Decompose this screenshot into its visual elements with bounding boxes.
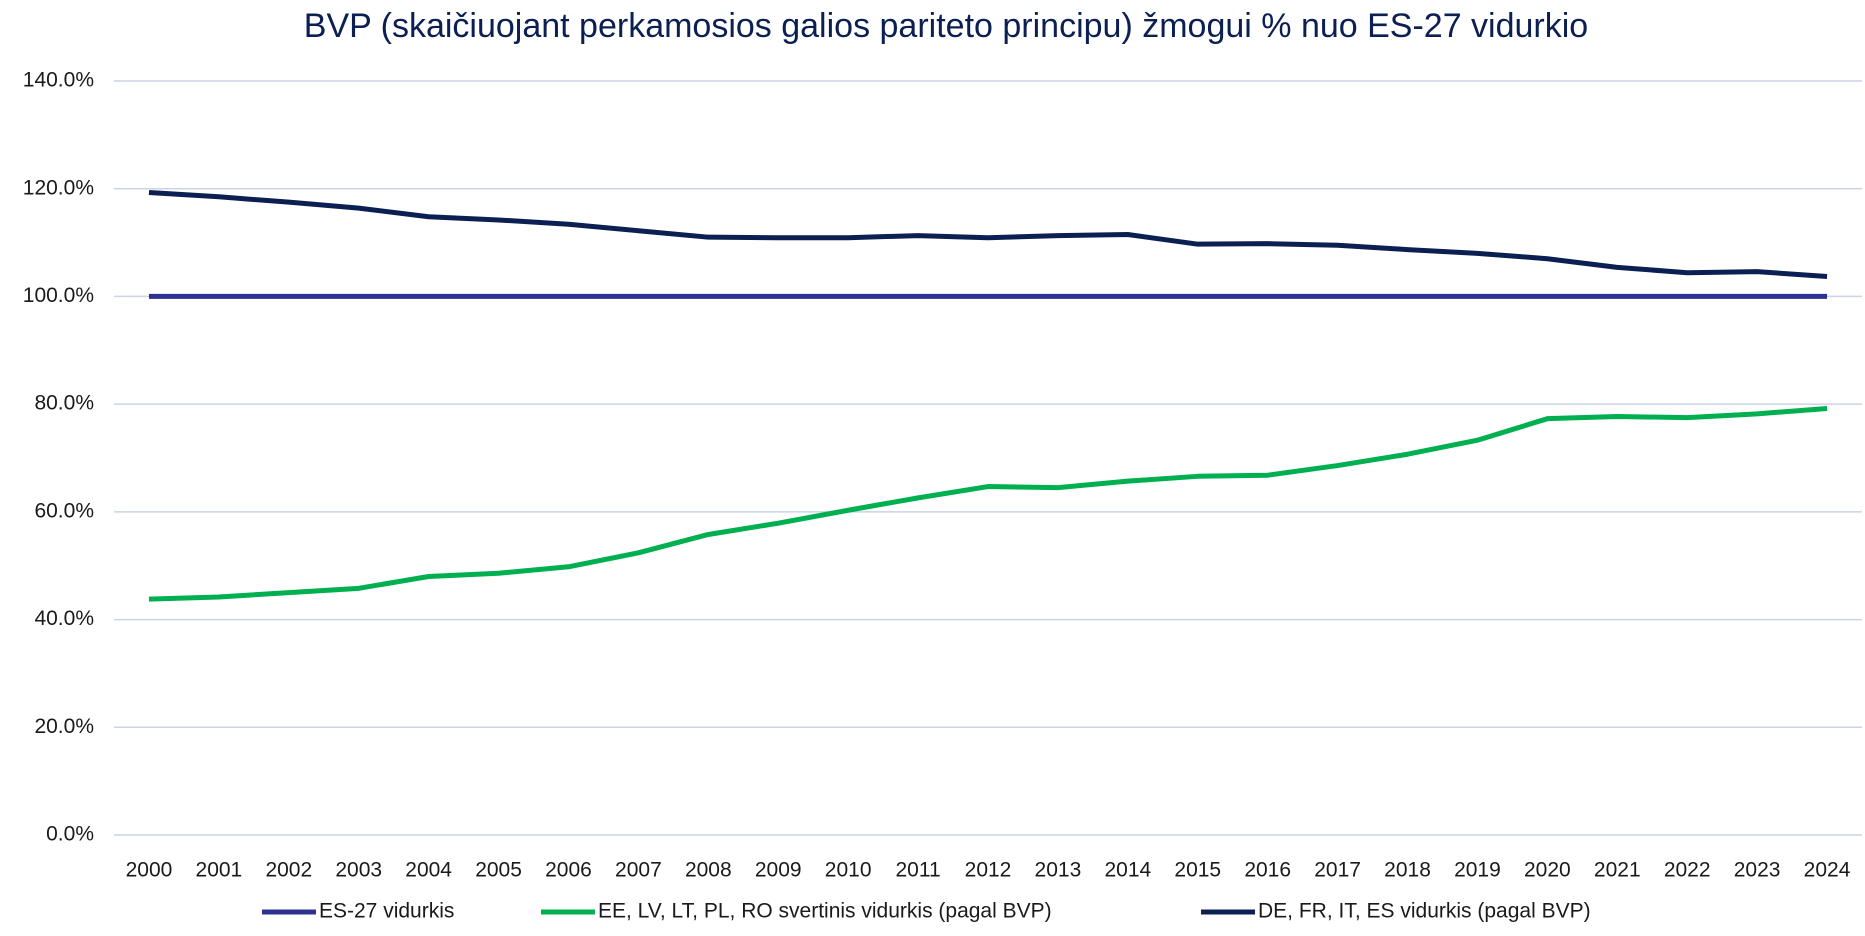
x-tick-label: 2002 (265, 859, 312, 882)
y-tick-label: 100.0% (23, 284, 94, 307)
x-tick-label: 2014 (1104, 859, 1151, 882)
x-tick-label: 2005 (475, 859, 522, 882)
x-tick-label: 2004 (405, 859, 452, 882)
chart-title: BVP (skaičiuojant perkamosios galios par… (304, 7, 1588, 45)
y-tick-label: 80.0% (34, 392, 94, 415)
x-tick-label: 2009 (755, 859, 802, 882)
y-tick-label: 40.0% (34, 607, 94, 630)
x-tick-label: 2011 (895, 859, 940, 882)
y-tick-label: 60.0% (34, 499, 94, 522)
series-line (148, 189, 1828, 279)
y-tick-label: 20.0% (34, 715, 94, 738)
legend-label: DE, FR, IT, ES vidurkis (pagal BVP) (1258, 900, 1591, 923)
x-tick-label: 2019 (1454, 859, 1501, 882)
legend-label: ES-27 vidurkis (319, 900, 454, 923)
x-tick-label: 2001 (196, 859, 243, 882)
x-tick-label: 2020 (1524, 859, 1571, 882)
x-tick-label: 2013 (1035, 859, 1082, 882)
x-tick-label: 2017 (1314, 859, 1361, 882)
x-tick-label: 2010 (825, 859, 872, 882)
series-line (148, 405, 1828, 602)
x-tick-label: 2023 (1734, 859, 1781, 882)
x-tick-label: 2021 (1594, 859, 1641, 882)
x-tick-label: 2006 (545, 859, 592, 882)
x-tick-label: 2015 (1174, 859, 1221, 882)
y-tick-label: 120.0% (23, 176, 94, 199)
x-tick-label: 2016 (1244, 859, 1291, 882)
x-tick-label: 2007 (615, 859, 662, 882)
x-tick-label: 2024 (1804, 859, 1851, 882)
x-tick-label: 2022 (1664, 859, 1711, 882)
y-tick-label: 0.0% (46, 823, 94, 846)
y-tick-label: 140.0% (23, 69, 94, 92)
x-tick-label: 2003 (335, 859, 382, 882)
x-tick-label: 2000 (126, 859, 173, 882)
x-tick-label: 2008 (685, 859, 732, 882)
x-tick-label: 2012 (965, 859, 1012, 882)
legend-label: EE, LV, LT, PL, RO svertinis vidurkis (p… (598, 900, 1052, 923)
x-tick-label: 2018 (1384, 859, 1431, 882)
